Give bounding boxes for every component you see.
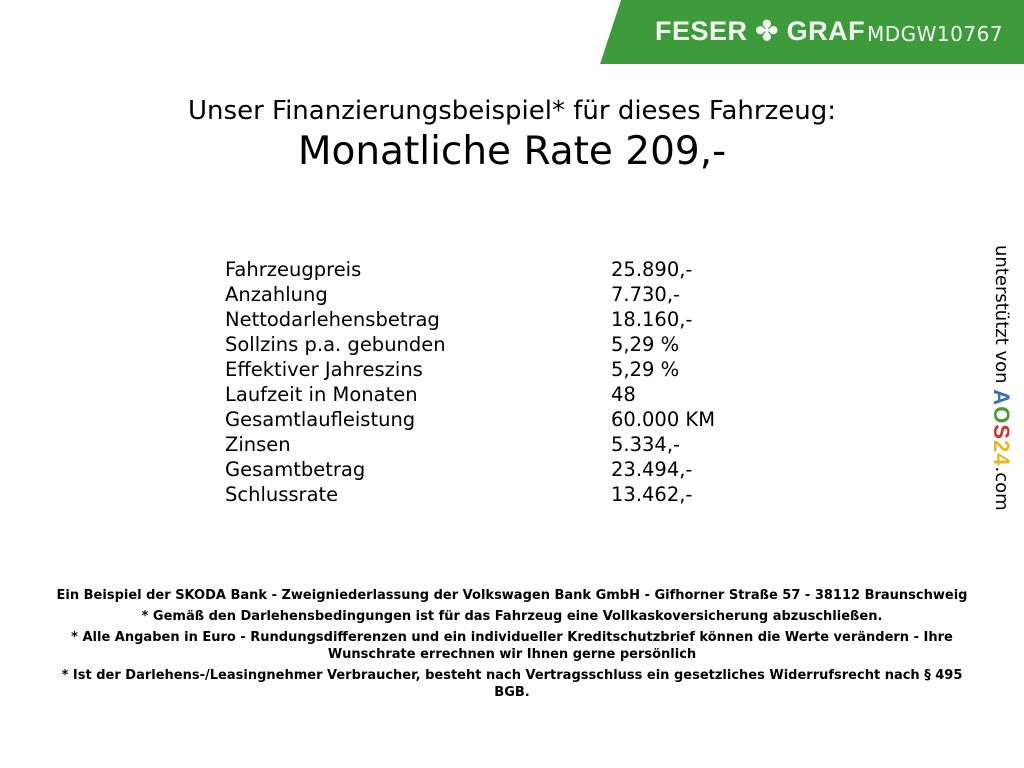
row-label: Nettodarlehensbetrag xyxy=(225,308,440,331)
financing-table: Fahrzeugpreis 25.890,- Anzahlung 7.730,- Net… xyxy=(225,257,715,507)
row-label: Gesamtlaufleistung xyxy=(225,408,416,431)
supported-by-suffix: .com xyxy=(991,466,1012,511)
row-value: 25.890,- xyxy=(611,258,693,281)
page-title: Unser Finanzierungsbeispiel* für dieses … xyxy=(188,96,836,126)
row-label: Fahrzeugpreis xyxy=(225,258,362,281)
table-row: Gesamtbetrag 23.494,- xyxy=(225,457,692,482)
row-value: 60.000 KM xyxy=(611,408,716,431)
table-row: Nettodarlehensbetrag 18.160,- xyxy=(225,307,692,332)
row-label: Anzahlung xyxy=(225,283,328,306)
supported-by: unterstützt von AOS24.com xyxy=(988,245,1014,511)
table-row: Zinsen 5.334,- xyxy=(225,432,680,457)
feser-graf-logo: FESER ✤ GRAF xyxy=(655,16,866,46)
row-value: 7.730,- xyxy=(611,283,681,306)
row-label: Laufzeit in Monaten xyxy=(225,383,418,406)
table-row: Laufzeit in Monaten 48 xyxy=(225,382,636,407)
row-value: 5.334,- xyxy=(611,433,681,456)
row-label: Effektiver Jahreszins xyxy=(225,358,423,381)
row-value: 5,29 % xyxy=(611,333,680,356)
header-banner xyxy=(600,0,1024,64)
row-value: 5,29 % xyxy=(611,358,680,381)
vehicle-code: MDGW10767 xyxy=(867,22,1004,46)
footer-disclaimer: Ein Beispiel der SKODA Bank - Zweigniede… xyxy=(50,587,974,705)
supported-by-text: unterstützt von xyxy=(991,245,1012,384)
table-row: Effektiver Jahreszins 5,29 % xyxy=(225,357,679,382)
footer-line: * Gemäß den Darlehensbedingungen ist für… xyxy=(141,609,883,624)
row-label: Zinsen xyxy=(225,433,291,456)
table-row: Fahrzeugpreis 25.890,- xyxy=(225,257,692,282)
table-row: Anzahlung 7.730,- xyxy=(225,282,680,307)
row-value: 18.160,- xyxy=(611,308,693,331)
row-label: Gesamtbetrag xyxy=(225,458,366,481)
table-row: Schlussrate 13.462,- xyxy=(225,482,692,507)
row-label: Sollzins p.a. gebunden xyxy=(225,333,446,356)
table-row: Gesamtlaufleistung 60.000 KM xyxy=(225,407,715,432)
footer-line: Ein Beispiel der SKODA Bank - Zweigniede… xyxy=(56,588,968,603)
table-row: Sollzins p.a. gebunden 5,29 % xyxy=(225,332,679,357)
footer-line: * Alle Angaben in Euro - Rundungsdiffere… xyxy=(71,630,953,662)
row-value: 48 xyxy=(611,383,636,406)
monthly-rate: Monatliche Rate 209,- xyxy=(297,129,727,174)
aos24-logo: AOS24 xyxy=(989,389,1014,467)
row-value: 13.462,- xyxy=(611,483,693,506)
footer-line: * Ist der Darlehens-/Leasingnehmer Verbr… xyxy=(61,668,963,700)
row-value: 23.494,- xyxy=(611,458,693,481)
row-label: Schlussrate xyxy=(225,483,339,506)
